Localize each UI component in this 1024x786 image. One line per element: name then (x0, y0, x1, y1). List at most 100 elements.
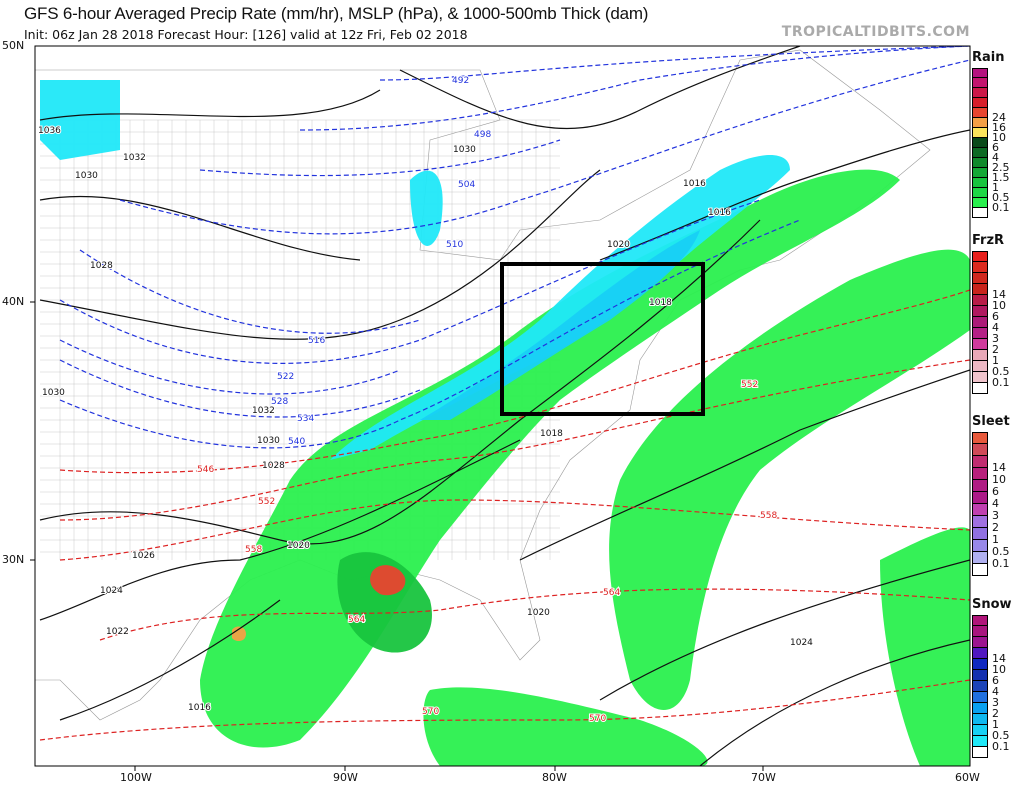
precip-area (370, 565, 406, 596)
precip-area (40, 80, 120, 160)
isobar-label: 1036 (38, 126, 61, 136)
isobar-line (519, 369, 970, 561)
legend-label: 16 (992, 121, 1006, 134)
thickness-label: 498 (474, 130, 491, 140)
legend-swatch (972, 540, 988, 552)
legend-label: 0.5 (992, 545, 1010, 558)
thickness-label: 552 (258, 497, 275, 507)
legend-swatch (972, 198, 988, 208)
thickness-line-cold (59, 339, 401, 395)
precip-area (420, 230, 700, 420)
isobar-label: 1020 (607, 240, 630, 250)
lat-label: 30N (2, 553, 25, 566)
legend-label: 10 (992, 473, 1006, 486)
legend-frzr: FrzR 14 10 6 4 3 2 1 0.5 0.1 (972, 233, 1024, 394)
legend-swatch (972, 564, 988, 576)
thickness-label: 558 (760, 511, 777, 521)
isobar-label: 1018 (649, 298, 672, 308)
isobar-label: 1016 (708, 208, 731, 218)
legend-label: 1 (992, 533, 999, 546)
legend-swatch (972, 178, 988, 188)
thickness-label: 528 (271, 397, 288, 407)
legend-swatch (972, 68, 988, 78)
isobar-line (39, 439, 521, 621)
map-subtitle: Init: 06z Jan 28 2018 Forecast Hour: [12… (24, 27, 468, 42)
contours (39, 46, 970, 766)
legend-swatch (972, 372, 988, 383)
thickness-label: 510 (446, 240, 463, 250)
thickness-line-cold (79, 249, 421, 334)
precip-area (609, 249, 970, 710)
isobar-label: 1018 (540, 429, 563, 439)
legend-label: 1.5 (992, 171, 1010, 184)
legend-snow: Snow 14 10 6 4 3 2 1 0.5 0.1 (972, 597, 1024, 758)
legend-swatch (972, 208, 988, 218)
legend-label: 2 (992, 343, 999, 356)
thickness-line-cold (379, 46, 970, 81)
thickness-line-warm (59, 289, 970, 474)
legend-swatch (972, 339, 988, 350)
thickness-label: 504 (458, 180, 475, 190)
thickness-line-cold (59, 199, 761, 364)
lat-label: 40N (2, 295, 25, 308)
isobar-line (39, 169, 601, 340)
legend-label: 2 (992, 521, 999, 534)
legend-label: 0.1 (992, 376, 1010, 389)
legend-title: Sleet (972, 414, 1010, 429)
legend-label: 6 (992, 310, 999, 323)
legend-swatch (972, 138, 988, 148)
isobar-label: 1030 (257, 436, 280, 446)
legend-swatch (972, 692, 988, 703)
legend-label: 14 (992, 652, 1006, 665)
legend-swatch (972, 118, 988, 128)
legend-swatch (972, 306, 988, 317)
legend-label: 0.5 (992, 191, 1010, 204)
isobar-line (599, 559, 970, 701)
isobar-line (399, 46, 801, 130)
legend-swatch (972, 468, 988, 480)
isobar-label: 1024 (790, 638, 813, 648)
thickness-label: 570 (422, 707, 439, 717)
thickness-label: 516 (308, 336, 325, 346)
legend-swatch (972, 648, 988, 659)
isobar-label: 1030 (75, 171, 98, 181)
isobar-line (59, 599, 281, 721)
isobar-label: 1016 (188, 703, 211, 713)
legend-swatch (972, 670, 988, 681)
thickness-label: 534 (297, 414, 314, 424)
legend-swatch (972, 78, 988, 88)
precip-area (337, 552, 432, 653)
legend-swatch (972, 492, 988, 504)
isobar-label: 1026 (132, 551, 155, 561)
thickness-line-warm (39, 679, 970, 741)
isobar-label: 1020 (287, 541, 310, 551)
isobar-line (699, 639, 970, 766)
legend-label: 10 (992, 663, 1006, 676)
legend-label: 6 (992, 674, 999, 687)
legend-swatch (972, 516, 988, 528)
legend-label: 0.1 (992, 740, 1010, 753)
isobar-label: 1030 (42, 388, 65, 398)
legend-swatch (972, 444, 988, 456)
legend-swatch (972, 626, 988, 637)
legend-swatch (972, 158, 988, 168)
legend-swatch (972, 361, 988, 372)
isobar-label: 1032 (123, 153, 146, 163)
legend-swatch (972, 456, 988, 468)
legend-swatch (972, 432, 988, 444)
thickness-line-cold (199, 139, 561, 177)
legend-label: 3 (992, 509, 999, 522)
legend-label: 6 (992, 485, 999, 498)
isobar-label: 1028 (262, 461, 285, 471)
isobar-line (599, 129, 970, 261)
legend-title: Rain (972, 50, 1005, 65)
map-title: GFS 6-hour Averaged Precip Rate (mm/hr),… (24, 4, 649, 23)
legend-label: 1 (992, 181, 999, 194)
legend-swatch (972, 148, 988, 158)
lon-label: 60W (955, 771, 980, 784)
precip-area (423, 687, 708, 766)
thickness-label: 492 (452, 76, 469, 86)
legend-label: 4 (992, 497, 999, 510)
thickness-label: 564 (603, 588, 620, 598)
legend-swatch (972, 128, 988, 138)
